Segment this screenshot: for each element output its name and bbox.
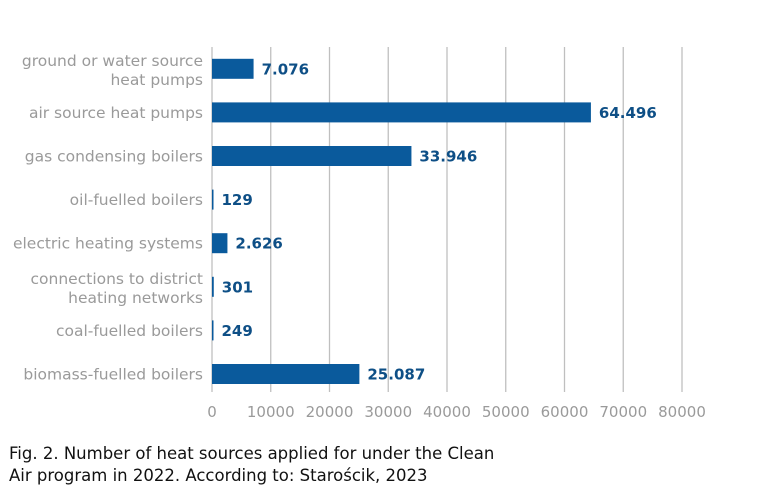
x-tick-label: 60000 (541, 403, 589, 421)
value-label: 25.087 (367, 366, 425, 384)
value-labels: 7.076 64.496 33.946 129 2.626 301 249 25.087 (222, 60, 657, 383)
bar (212, 146, 412, 166)
x-tick-label: 0 (207, 403, 217, 421)
x-tick-label: 30000 (364, 403, 412, 421)
bar (212, 58, 254, 79)
category-label: biomass-fuelled boilers (23, 366, 203, 384)
category-label: air source heat pumps (29, 104, 203, 122)
category-label: gas condensing boilers (25, 148, 203, 166)
x-tick-label: 10000 (247, 403, 295, 421)
category-label: electric heating systems (13, 235, 203, 253)
bars (212, 58, 591, 384)
bar (212, 189, 214, 210)
x-tick-label: 50000 (482, 403, 530, 421)
caption-line-2: Air program in 2022. According to: Staro… (9, 466, 428, 485)
category-label: connections to district (31, 270, 203, 288)
x-tick-label: 80000 (658, 403, 706, 421)
value-label: 249 (222, 322, 253, 340)
x-tick-label: 70000 (599, 403, 647, 421)
value-label: 64.496 (599, 104, 657, 122)
value-label: 7.076 (262, 60, 309, 78)
category-label: oil-fuelled boilers (70, 191, 203, 209)
bar (212, 276, 214, 297)
category-label: heating networks (68, 289, 203, 307)
category-label: ground or water source (22, 52, 203, 70)
x-tick-label: 20000 (306, 403, 354, 421)
value-label: 33.946 (419, 148, 477, 166)
x-axis-ticks: 0 10000 20000 30000 40000 50000 60000 70000 8000… (207, 403, 706, 421)
value-label: 129 (222, 191, 253, 209)
bar (212, 102, 591, 123)
category-label: coal-fuelled boilers (56, 322, 203, 340)
bar (212, 233, 228, 254)
category-label: heat pumps (110, 71, 203, 89)
value-label: 2.626 (235, 235, 282, 253)
grid-lines (211, 47, 683, 392)
bar (212, 364, 360, 384)
figure-caption: Fig. 2. Number of heat sources applied f… (9, 443, 529, 487)
bar (212, 320, 214, 341)
value-label: 301 (222, 278, 253, 296)
x-tick-label: 40000 (423, 403, 471, 421)
caption-line-1: Fig. 2. Number of heat sources applied f… (9, 444, 495, 463)
